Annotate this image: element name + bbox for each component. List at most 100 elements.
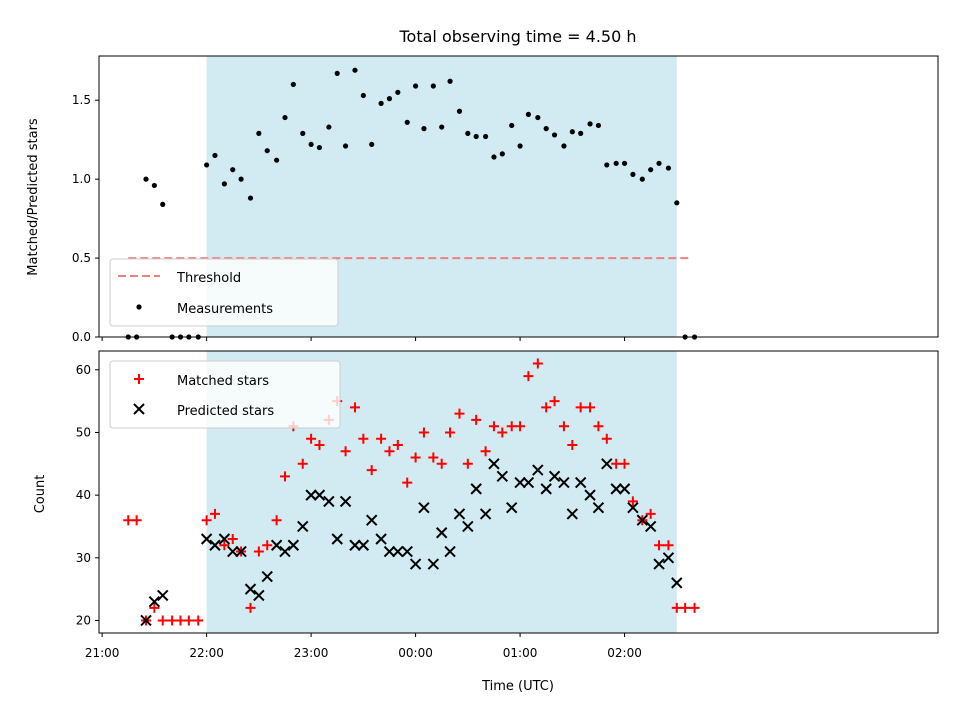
matched-star-point bbox=[515, 421, 526, 432]
measurement-point bbox=[369, 141, 375, 148]
measurement-point bbox=[439, 124, 445, 130]
measurement-point bbox=[151, 182, 157, 189]
measurement-point bbox=[412, 83, 419, 89]
measurement-point bbox=[543, 126, 549, 132]
measurement-point bbox=[525, 111, 532, 118]
predicted-star-point bbox=[601, 458, 613, 470]
predicted-star-point bbox=[235, 545, 247, 558]
matched-star-point bbox=[523, 371, 534, 382]
measurement-point bbox=[621, 160, 628, 166]
measurement-point bbox=[300, 130, 306, 136]
matched-star-point bbox=[611, 458, 622, 469]
predicted-star-point bbox=[506, 501, 518, 514]
matched-star-point bbox=[366, 465, 377, 476]
matched-star-point bbox=[454, 408, 465, 419]
matched-star-point bbox=[279, 471, 290, 482]
predicted-star-point bbox=[610, 483, 622, 495]
measurement-point bbox=[665, 165, 672, 171]
measurement-point bbox=[308, 141, 314, 148]
matched-star-point bbox=[245, 602, 256, 613]
top-legend-box bbox=[109, 258, 339, 327]
measurement-point bbox=[326, 124, 332, 130]
measurement-point bbox=[352, 67, 358, 73]
predicted-star-point bbox=[357, 539, 370, 551]
matched-star-point bbox=[157, 615, 168, 626]
predicted-star-point bbox=[409, 558, 422, 570]
measurement-point bbox=[648, 167, 654, 173]
matched-star-point bbox=[209, 508, 220, 519]
predicted-star-point bbox=[496, 470, 509, 483]
measurement-point bbox=[465, 130, 471, 136]
measurement-point bbox=[569, 129, 575, 135]
matched-star-point bbox=[680, 602, 691, 613]
predicted-star-point bbox=[479, 508, 492, 520]
measurement-point bbox=[316, 144, 323, 151]
predicted-star-point bbox=[540, 483, 552, 495]
matched-star-point bbox=[410, 452, 421, 463]
top-series-0 bbox=[125, 67, 698, 340]
matched-star-point bbox=[619, 458, 630, 469]
matched-star-point bbox=[418, 427, 429, 438]
measurement-point bbox=[274, 157, 280, 163]
predicted-star-point bbox=[653, 558, 665, 570]
measurement-point bbox=[342, 143, 349, 149]
predicted-star-point bbox=[662, 552, 675, 564]
measurement-point bbox=[204, 162, 210, 168]
predicted-star-point bbox=[339, 495, 352, 508]
matched-star-point bbox=[358, 433, 369, 444]
measurement-point bbox=[578, 130, 584, 136]
x-axis-label: Time (UTC) bbox=[481, 679, 554, 694]
measurement-point bbox=[334, 70, 340, 76]
bottom-axes-frame bbox=[98, 350, 939, 634]
predicted-star-point bbox=[148, 595, 161, 608]
measurement-point bbox=[604, 162, 610, 168]
predicted-star-point bbox=[444, 545, 456, 558]
measurement-point bbox=[395, 89, 401, 95]
measurement-point bbox=[247, 195, 254, 201]
matched-star-point bbox=[601, 433, 612, 444]
measurement-point bbox=[290, 81, 296, 88]
matched-star-point bbox=[314, 440, 325, 450]
measurement-point bbox=[499, 151, 505, 157]
measurement-point bbox=[482, 133, 489, 140]
measurement-point bbox=[421, 126, 427, 132]
predicted-star-point bbox=[574, 476, 587, 489]
measurement-point bbox=[509, 122, 515, 129]
matched-star-point bbox=[175, 615, 186, 626]
matched-star-point bbox=[349, 402, 360, 413]
matched-star-point bbox=[506, 421, 517, 432]
matched-star-point bbox=[497, 427, 508, 438]
top-y-tick-label: 1.5 bbox=[72, 93, 91, 107]
legend-measurements-label: Measurements bbox=[177, 302, 273, 317]
measurement-point bbox=[221, 181, 227, 187]
bottom-y-tick-label: 40 bbox=[76, 488, 91, 502]
measurement-point bbox=[517, 143, 523, 149]
measurement-point bbox=[212, 152, 218, 159]
x-tick-label: 23:00 bbox=[294, 646, 329, 660]
measurement-point bbox=[674, 200, 680, 206]
x-tick-label: 22:00 bbox=[189, 646, 224, 660]
matched-star-point bbox=[627, 496, 638, 507]
predicted-star-point bbox=[522, 476, 535, 489]
matched-star-point bbox=[445, 427, 456, 438]
measurement-point bbox=[447, 78, 453, 84]
bottom-y-tick-label: 30 bbox=[76, 551, 91, 565]
matched-star-point bbox=[471, 414, 482, 425]
bottom-legend: Matched stars Predicted stars bbox=[109, 360, 341, 429]
predicted-star-point bbox=[636, 514, 649, 526]
matched-star-point bbox=[541, 402, 552, 413]
matched-star-point bbox=[340, 446, 351, 457]
matched-star-point bbox=[593, 421, 604, 432]
top-y-axis-label: Matched/Predicted stars bbox=[26, 118, 41, 276]
measurement-point bbox=[386, 96, 393, 102]
matched-star-point bbox=[436, 458, 447, 469]
predicted-star-point bbox=[401, 545, 413, 558]
predicted-star-point bbox=[618, 483, 631, 495]
matched-star-point bbox=[663, 540, 674, 551]
predicted-star-point bbox=[297, 520, 309, 533]
predicted-star-point bbox=[558, 476, 570, 489]
x-tick-label: 01:00 bbox=[503, 646, 538, 660]
top-y-tick-label: 0.5 bbox=[72, 251, 91, 265]
predicted-star-point bbox=[313, 489, 326, 501]
